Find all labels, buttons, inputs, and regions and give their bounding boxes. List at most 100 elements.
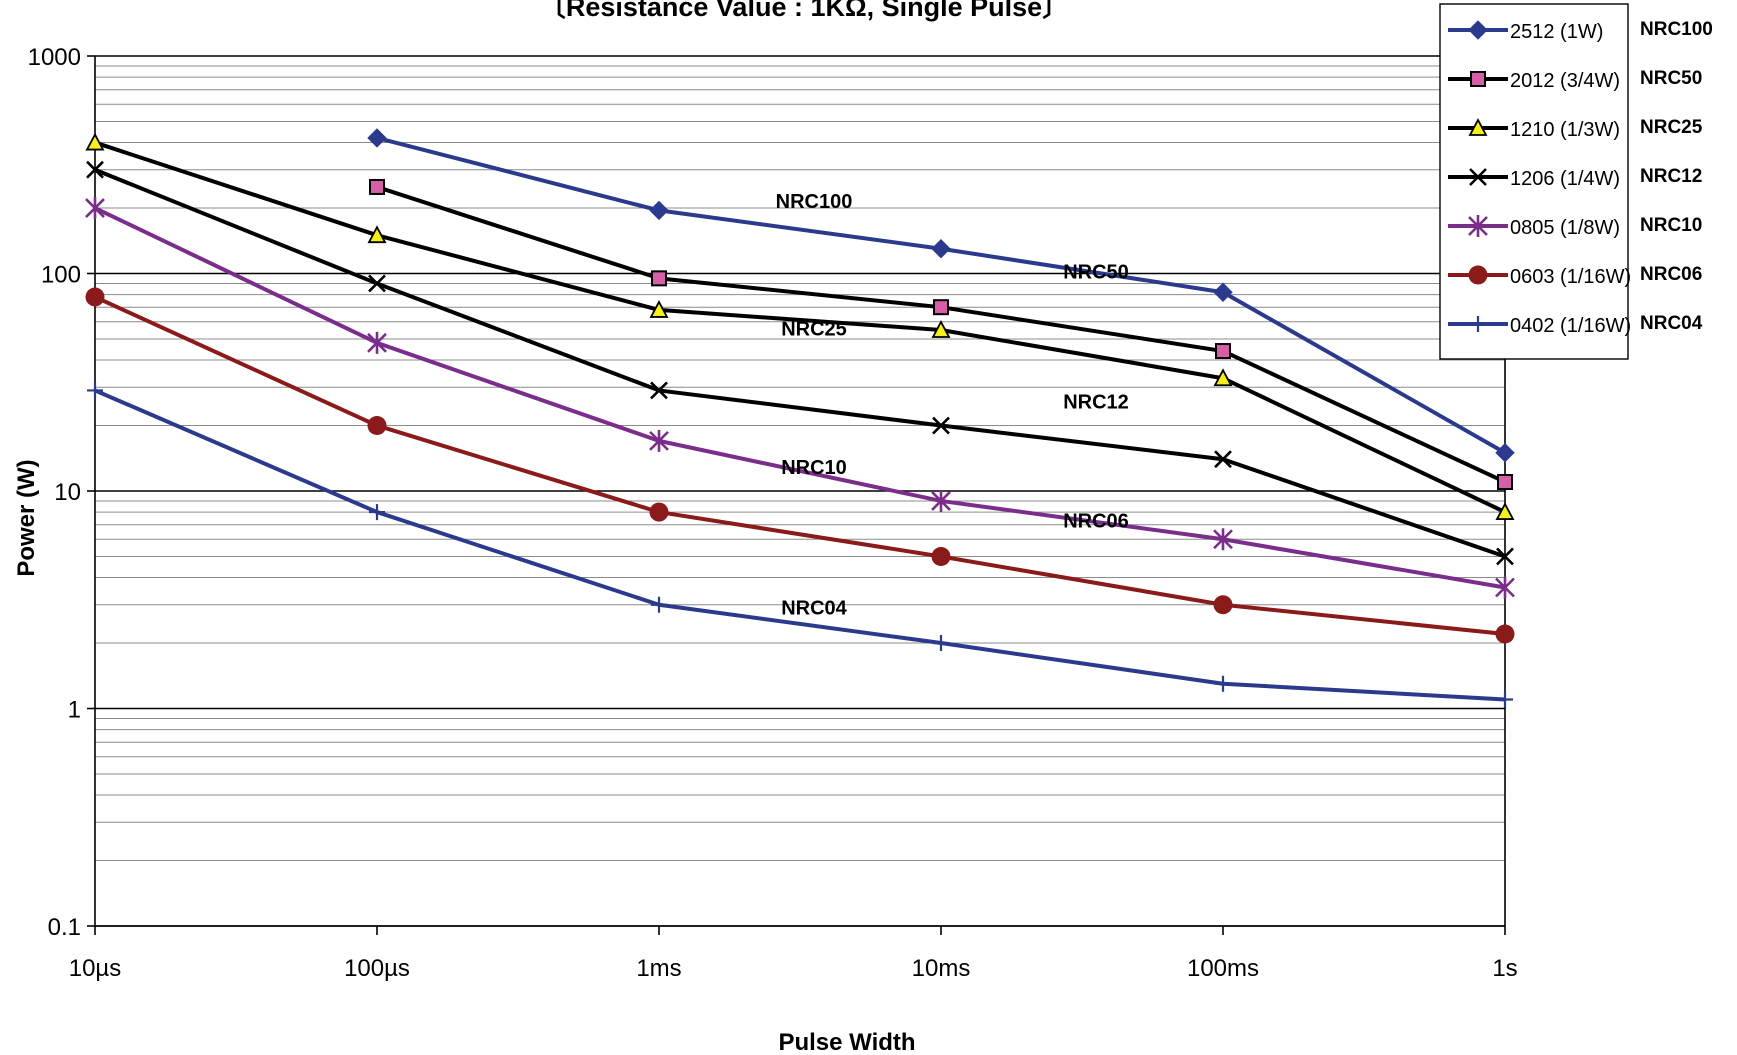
data-point-marker: [1213, 282, 1233, 302]
axes: 0.1 1 10 100 1000 10µs 100µs 1ms 10ms 100ms 1s: [28, 44, 1518, 982]
series-layer: [85, 128, 1515, 708]
data-point-marker: [1495, 576, 1515, 599]
data-point-marker: [369, 178, 385, 195]
annotations: NRC100 NRC50 NRC25 NRC12 NRC10 NRC06 NRC04: [776, 191, 1129, 620]
grid: [95, 55, 1505, 927]
data-point-marker: [1495, 624, 1515, 644]
legend-series-code: NRC12: [1640, 166, 1702, 187]
x-tick-label: 1ms: [636, 955, 681, 982]
legend-label: 2012 (3/4W): [1510, 70, 1620, 92]
series-annotation: NRC12: [1063, 391, 1129, 413]
data-point-marker: [931, 239, 951, 259]
data-point-marker: [651, 596, 667, 613]
legend-swatch-marker: [1468, 118, 1488, 136]
series-nrc25: [85, 132, 1515, 520]
x-axis-label: Pulse Width: [778, 1029, 915, 1055]
data-point-marker: [1215, 343, 1231, 360]
x-tick-label: 10µs: [69, 955, 122, 982]
series-nrc10: [85, 197, 1515, 599]
legend: 2512 (1W) NRC100 2012 (3/4W) NRC50 1210 (1/3…: [1439, 3, 1713, 360]
data-point-marker: [933, 635, 949, 652]
legend-series-code: NRC100: [1640, 19, 1713, 40]
legend-swatch-marker: [1468, 215, 1488, 237]
data-point-marker: [1215, 675, 1231, 692]
legend-label: 0805 (1/8W): [1510, 217, 1620, 239]
data-point-marker: [85, 132, 105, 151]
y-tick-label: 100: [41, 262, 81, 289]
data-point-marker: [933, 299, 949, 316]
data-point-marker: [1213, 368, 1233, 387]
data-point-marker: [1497, 473, 1513, 490]
x-tick-label: 100ms: [1187, 955, 1259, 982]
data-point-marker: [367, 128, 387, 148]
data-point-marker: [368, 274, 386, 293]
series-annotation: NRC25: [781, 318, 847, 340]
legend-series-code: NRC25: [1640, 117, 1703, 138]
data-point-marker: [931, 546, 951, 566]
series-annotation: NRC04: [781, 598, 847, 620]
y-tick-label: 10: [54, 479, 81, 506]
legend-label: 0402 (1/16W): [1510, 315, 1631, 337]
series-nrc04: [87, 382, 1513, 708]
y-tick-label: 0.1: [48, 914, 81, 941]
legend-item: 1210 (1/3W) NRC25: [1448, 117, 1703, 141]
legend-item: 1206 (1/4W) NRC12: [1448, 166, 1702, 190]
series-line: [94, 206, 1506, 590]
y-axis-label: Power (W): [13, 459, 40, 576]
legend-box: [1439, 3, 1629, 360]
x-tick-label: 1s: [1492, 955, 1517, 982]
data-point-marker: [649, 502, 669, 522]
data-point-marker: [87, 382, 103, 399]
legend-label: 2512 (1W): [1510, 21, 1603, 43]
data-point-marker: [1495, 502, 1515, 520]
legend-swatch-marker: [1470, 71, 1486, 87]
data-point-marker: [932, 416, 950, 435]
series-line: [94, 388, 1506, 702]
data-point-marker: [367, 416, 387, 436]
legend-swatch-marker: [1469, 168, 1487, 186]
data-point-marker: [931, 489, 951, 512]
data-point-marker: [931, 320, 951, 338]
series-line: [94, 295, 1506, 637]
series-annotation: NRC50: [1063, 261, 1129, 283]
legend-item: 0603 (1/16W) NRC06: [1448, 264, 1702, 288]
legend-swatch-marker: [1470, 316, 1486, 332]
legend-swatch-marker: [1468, 265, 1488, 285]
data-point-marker: [367, 331, 387, 354]
legend-item: 2512 (1W) NRC100: [1448, 19, 1713, 43]
legend-series-code: NRC06: [1640, 264, 1702, 285]
chart-title: 〔Resistance Value : 1KΩ, Single Pulse〕: [539, 0, 1069, 22]
data-point-marker: [1496, 547, 1514, 566]
data-point-marker: [649, 300, 669, 318]
data-point-marker: [1497, 691, 1513, 708]
legend-series-code: NRC10: [1640, 215, 1702, 236]
series-nrc06: [85, 287, 1515, 644]
legend-label: 1206 (1/4W): [1510, 168, 1620, 190]
data-point-marker: [1213, 528, 1233, 551]
data-point-marker: [1214, 450, 1232, 469]
series-line: [94, 140, 1506, 514]
data-point-marker: [649, 200, 669, 221]
series-nrc50: [369, 178, 1513, 490]
data-point-marker: [649, 429, 669, 452]
legend-swatch-marker: [1468, 20, 1488, 40]
data-point-marker: [1495, 442, 1515, 463]
series-annotation: NRC100: [776, 191, 853, 213]
legend-series-code: NRC50: [1640, 68, 1702, 89]
series-annotation: NRC06: [1063, 510, 1129, 532]
series-nrc100: [367, 128, 1515, 463]
data-point-marker: [650, 381, 668, 400]
y-tick-label: 1: [68, 697, 81, 724]
data-point-marker: [85, 287, 105, 307]
series-nrc12: [86, 160, 1514, 566]
x-tick-label: 10ms: [912, 955, 971, 982]
legend-item: 2012 (3/4W) NRC50: [1448, 68, 1702, 92]
legend-label: 0603 (1/16W): [1510, 266, 1631, 288]
legend-item: 0805 (1/8W) NRC10: [1448, 215, 1702, 239]
legend-series-code: NRC04: [1640, 313, 1703, 334]
data-point-marker: [86, 160, 104, 179]
x-tick-label: 100µs: [344, 955, 410, 982]
data-point-marker: [1213, 595, 1233, 615]
data-point-marker: [367, 225, 387, 244]
